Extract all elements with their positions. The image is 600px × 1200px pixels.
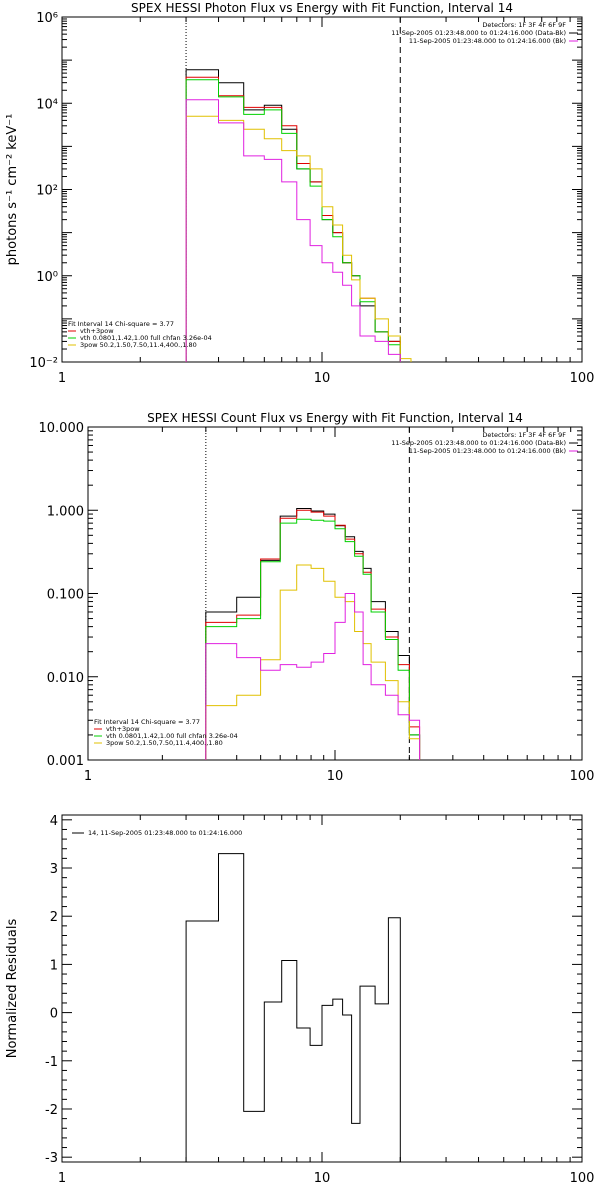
x-tick-label: 1 [84, 769, 92, 784]
x-tick-label: 10 [314, 1171, 331, 1186]
y-tick-label: 0.100 [47, 588, 84, 603]
series-2-step-line [185, 79, 401, 362]
y-tick-label: 10⁰ [36, 270, 58, 285]
legend-entry: vth+3pow [106, 725, 140, 733]
legend-entry: 14, 11-Sep-2005 01:23:48.000 to 01:24:16… [88, 829, 242, 837]
chart-title: SPEX HESSI Count Flux vs Energy with Fit… [147, 411, 523, 425]
header-annotation: 11-Sep-2005 01:23:48.000 to 01:24:16.000… [409, 447, 566, 455]
y-tick-label: -1 [45, 1055, 58, 1070]
legend-entry: Fit Interval 14 Chi-square = 3.77 [68, 320, 174, 328]
legend-entry: Fit Interval 14 Chi-square = 3.77 [94, 718, 200, 726]
y-tick-label: 1.000 [47, 504, 84, 519]
plot-frame [61, 814, 583, 1163]
series-2-step-line [205, 518, 421, 760]
y-axis-label: photons s⁻¹ cm⁻² keV⁻¹ [5, 114, 20, 266]
series-4-step-line [185, 99, 401, 362]
x-tick-label: 1 [58, 371, 66, 386]
y-tick-label: 3 [50, 862, 58, 877]
legend-entry: 3pow 50.2,1.50,7.50,11.4,400.,1.80 [106, 739, 223, 747]
chart-title: SPEX HESSI Photon Flux vs Energy with Fi… [131, 1, 513, 15]
chart-1: SPEX HESSI Count Flux vs Energy with Fit… [39, 411, 595, 784]
x-tick-label: 100 [570, 1171, 595, 1186]
y-tick-label: 10⁴ [36, 97, 58, 112]
y-tick-label: 0 [50, 1007, 58, 1022]
x-tick-label: 100 [570, 769, 595, 784]
y-tick-label: 0.010 [47, 671, 84, 686]
x-tick-label: 10 [314, 371, 331, 386]
y-axis-label: Normalized Residuals [5, 919, 20, 1059]
y-tick-label: 1 [50, 958, 58, 973]
y-tick-label: -2 [45, 1103, 58, 1118]
y-tick-label: 10⁶ [36, 11, 58, 26]
y-tick-label: 0.001 [47, 754, 84, 769]
header-annotation: 11-Sep-2005 01:23:48.000 to 01:24:16.000… [391, 439, 566, 447]
series-1-step-line [205, 509, 421, 760]
y-tick-label: 4 [50, 814, 58, 829]
chart-0: SPEX HESSI Photon Flux vs Energy with Fi… [5, 1, 594, 386]
series-0-step-line [185, 853, 401, 1162]
legend-entry: vth 0.0801,1.42,1.00 full chfan 3.26e-04 [80, 334, 212, 342]
series-4-step-line [205, 593, 421, 760]
x-tick-label: 10 [327, 769, 344, 784]
series-1-step-line [185, 76, 401, 362]
y-tick-label: 10² [36, 184, 58, 199]
y-tick-label: 2 [50, 910, 58, 925]
legend-entry: 3pow 50.2,1.50,7.50,11.4,400.,1.80 [80, 341, 197, 349]
legend-entry: vth+3pow [80, 327, 114, 335]
y-tick-label: 10⁻² [29, 356, 58, 371]
header-annotation: 11-Sep-2005 01:23:48.000 to 01:24:16.000… [391, 29, 566, 37]
header-annotation: Detectors: 1F 3F 4F 6F 9F [482, 431, 566, 439]
series-0-step-line [185, 69, 401, 362]
y-tick-label: -3 [45, 1151, 58, 1166]
chart-2: 1 10 100 -3 -2 -1 0 1 2 3 4 Normalized Residuals 14,… [5, 814, 594, 1186]
y-tick-label: 10.000 [39, 421, 85, 436]
legend-entry: vth 0.0801,1.42,1.00 full chfan 3.26e-04 [106, 732, 238, 740]
x-tick-label: 1 [58, 1171, 66, 1186]
series-3-step-line [205, 564, 421, 760]
x-tick-label: 100 [570, 371, 595, 386]
header-annotation: Detectors: 1F 3F 4F 6F 9F [482, 21, 566, 29]
series-3-step-line [185, 115, 412, 362]
header-annotation: 11-Sep-2005 01:23:48.000 to 01:24:16.000… [409, 37, 566, 45]
